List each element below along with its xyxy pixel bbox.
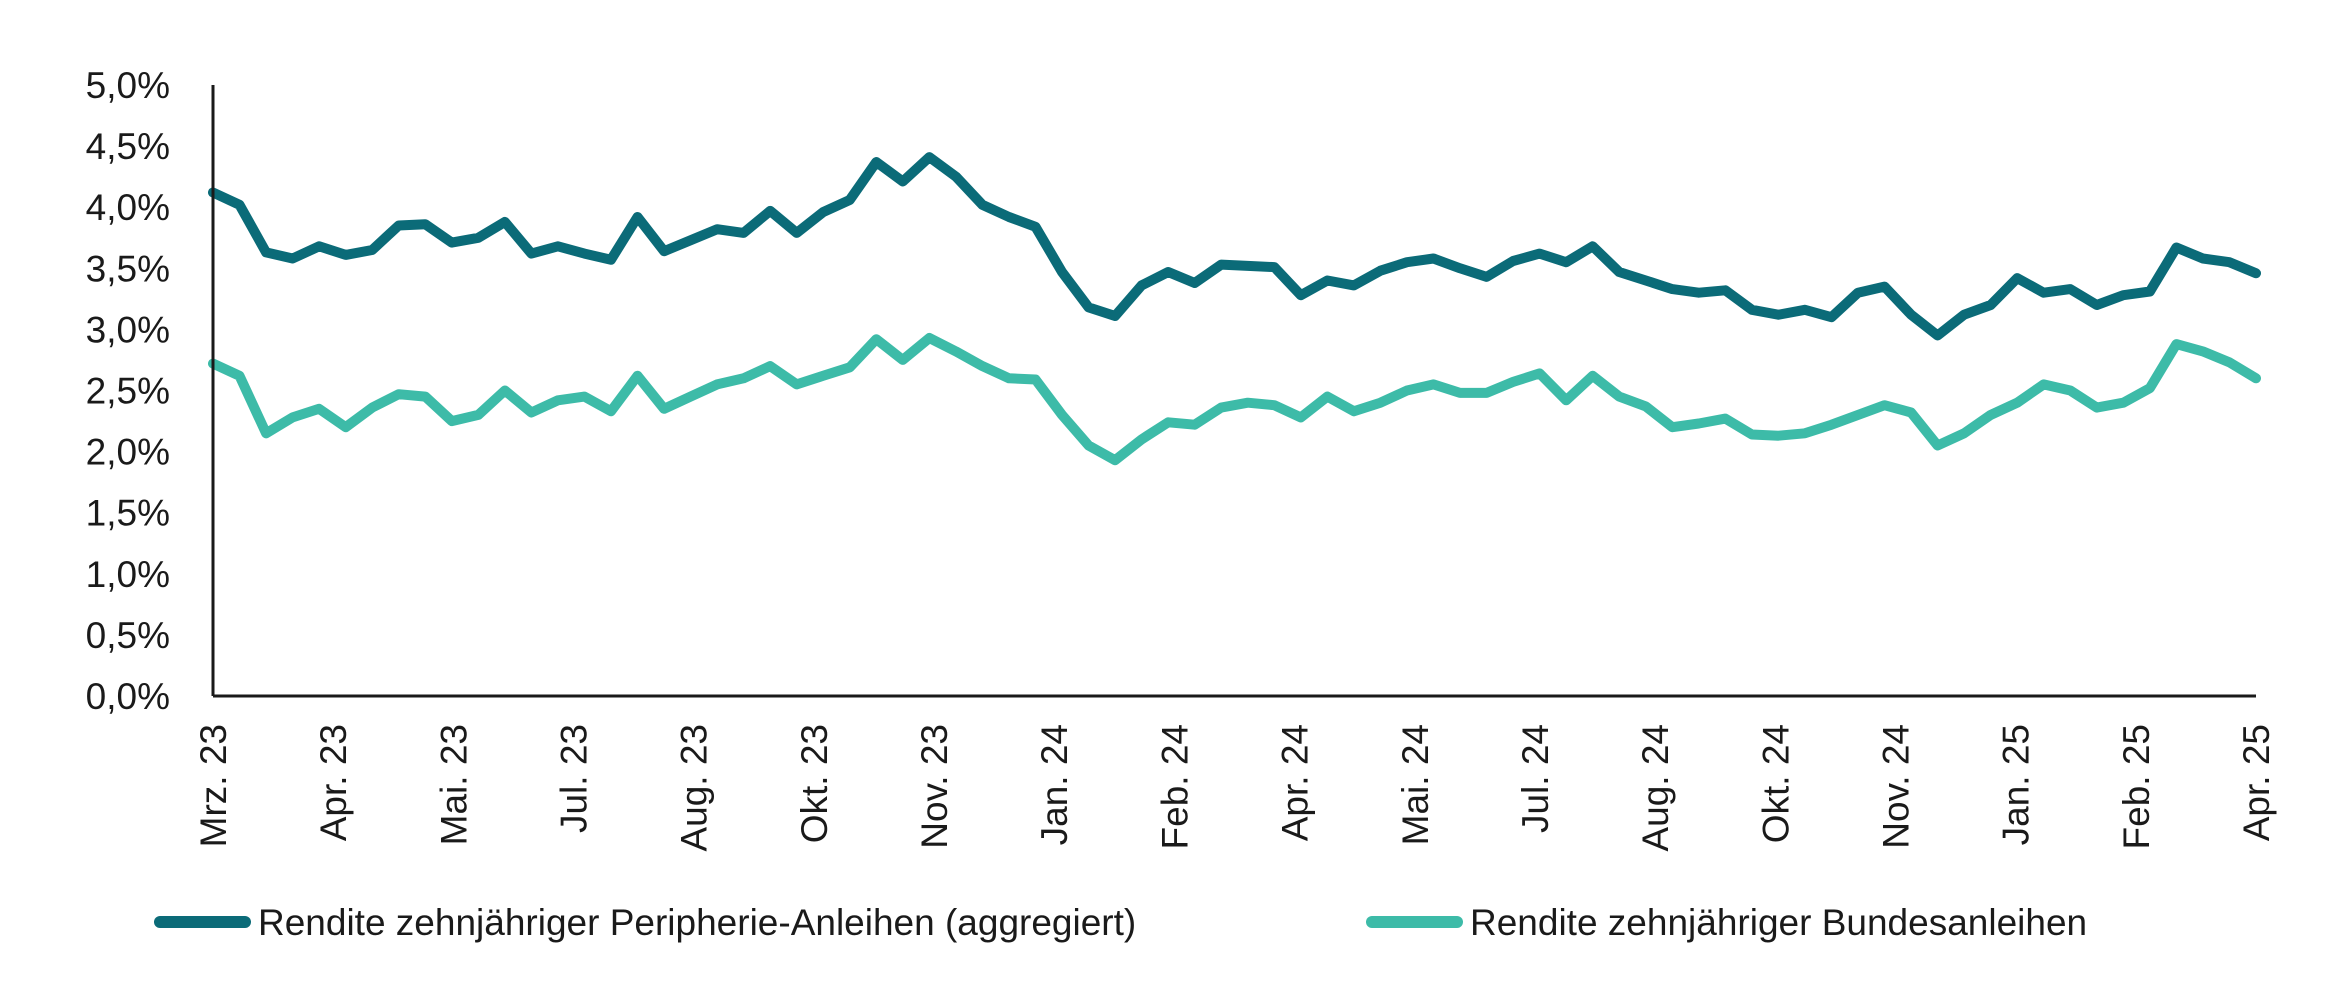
x-tick-label: Mai. 24 <box>1395 724 1436 845</box>
y-axis-ticks: 0,0% 0,5% 1,0% 1,5% 2,0% 2,5% 3,0% 3,5% 4,0% 4,5%… <box>86 65 170 717</box>
x-tick-label: Aug. 23 <box>674 724 715 852</box>
y-tick-label: 3,0% <box>86 309 170 350</box>
y-tick-label: 1,0% <box>86 554 170 595</box>
x-tick-label: Jul. 23 <box>554 724 595 833</box>
y-tick-label: 0,5% <box>86 615 170 656</box>
x-tick-label: Mrz. 23 <box>193 724 234 847</box>
y-tick-label: 4,0% <box>86 187 170 228</box>
x-tick-label: Nov. 23 <box>914 724 955 849</box>
x-tick-label: Apr. 24 <box>1275 724 1316 841</box>
series-layer <box>208 152 2261 466</box>
x-tick-label: Okt. 23 <box>794 724 835 843</box>
y-tick-label: 5,0% <box>86 65 170 106</box>
x-tick-label: Okt. 24 <box>1755 724 1796 843</box>
series-line-bund <box>208 333 2261 466</box>
x-tick-label: Nov. 24 <box>1875 724 1916 849</box>
legend: Rendite zehnjähriger Peripherie-Anleihen… <box>154 902 2087 943</box>
x-tick-label: Aug. 24 <box>1635 724 1676 852</box>
legend-item-bund: Rendite zehnjähriger Bundesanleihen <box>1366 902 2087 943</box>
x-tick-label: Jul. 24 <box>1515 724 1556 833</box>
x-tick-label: Apr. 23 <box>313 724 354 841</box>
x-tick-label: Apr. 25 <box>2236 724 2277 841</box>
x-tick-label: Mai. 23 <box>433 724 474 845</box>
legend-label-bund: Rendite zehnjähriger Bundesanleihen <box>1470 902 2087 943</box>
y-tick-label: 2,5% <box>86 371 170 412</box>
y-tick-label: 0,0% <box>86 676 170 717</box>
series-line-periphery <box>208 152 2261 341</box>
x-tick-label: Feb. 25 <box>2116 724 2157 849</box>
y-tick-label: 2,0% <box>86 432 170 473</box>
x-tick-label: Feb. 24 <box>1154 724 1195 849</box>
y-tick-label: 3,5% <box>86 248 170 289</box>
x-tick-label: Jan. 25 <box>1996 724 2037 845</box>
y-tick-label: 4,5% <box>86 126 170 167</box>
y-tick-label: 1,5% <box>86 493 170 534</box>
x-axis-ticks: Mrz. 23 Apr. 23 Mai. 23 Jul. 23 Aug. 23 Okt. … <box>193 724 2277 852</box>
legend-item-periphery: Rendite zehnjähriger Peripherie-Anleihen… <box>154 902 1136 943</box>
x-tick-label: Jan. 24 <box>1034 724 1075 845</box>
legend-label-periphery: Rendite zehnjähriger Peripherie-Anleihen… <box>258 902 1136 943</box>
